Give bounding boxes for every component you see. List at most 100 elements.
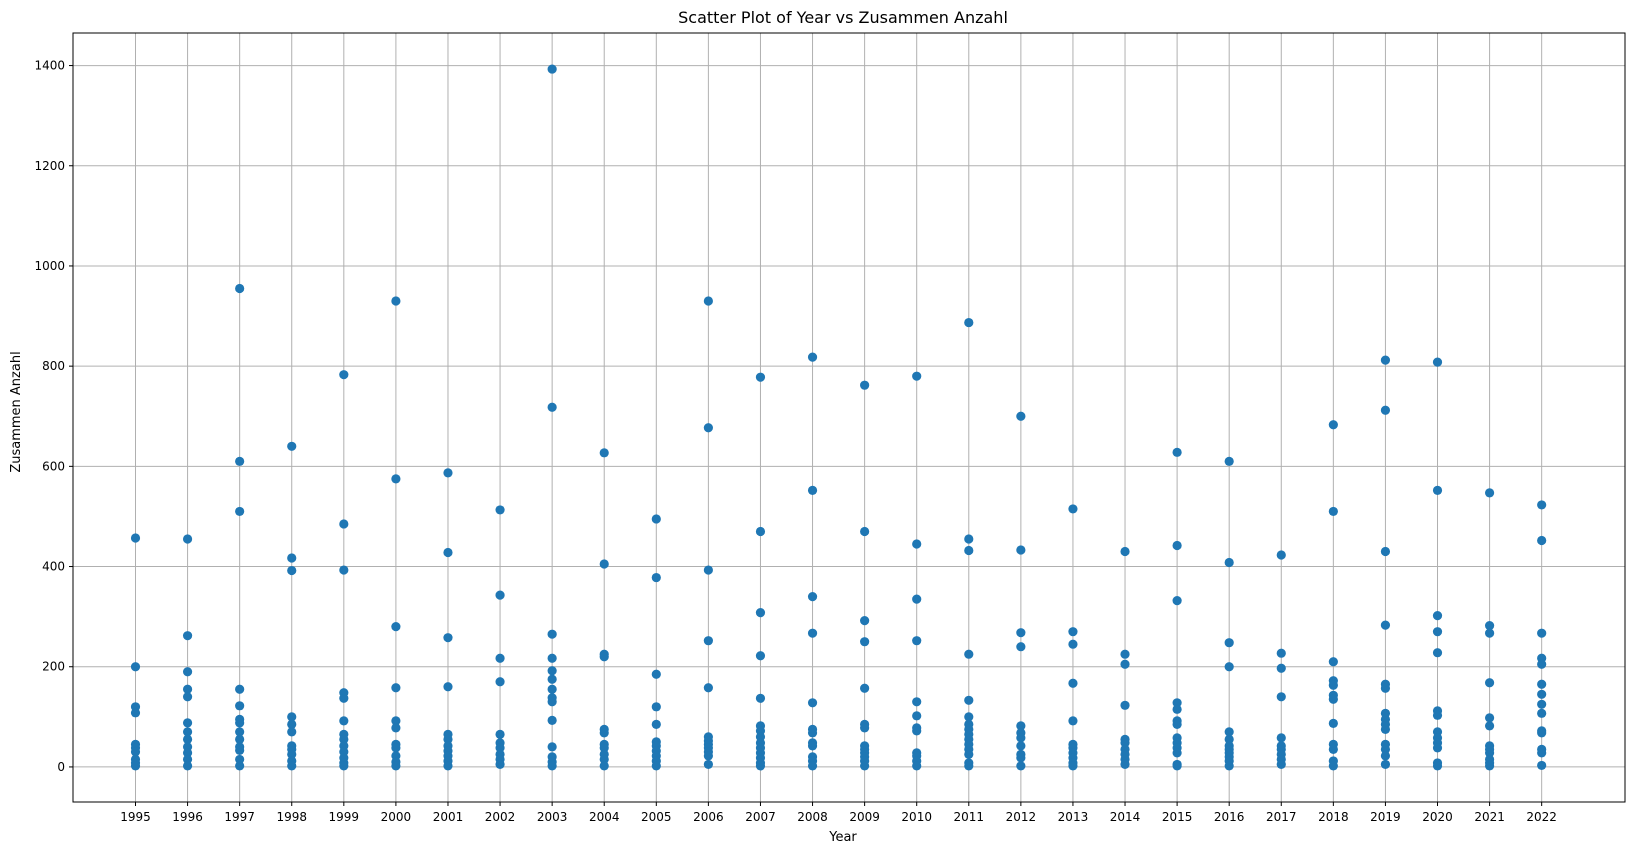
data-point bbox=[755, 761, 766, 771]
data-point bbox=[807, 485, 818, 495]
data-point bbox=[755, 526, 766, 537]
data-point bbox=[1380, 355, 1391, 365]
data-point bbox=[235, 684, 245, 694]
data-point bbox=[1276, 550, 1286, 560]
data-point bbox=[964, 712, 974, 722]
data-point bbox=[1432, 648, 1443, 658]
data-point bbox=[391, 683, 401, 693]
y-axis-ticks: 0 200 400 600 800 1000 1200 1400 bbox=[34, 59, 73, 774]
data-point bbox=[547, 697, 557, 707]
data-point bbox=[182, 748, 193, 758]
data-point bbox=[912, 594, 922, 604]
data-point bbox=[391, 761, 401, 771]
y-tick-label: 800 bbox=[42, 359, 65, 373]
data-point bbox=[339, 565, 349, 575]
data-point bbox=[1120, 659, 1130, 669]
data-point bbox=[1537, 728, 1547, 738]
data-point bbox=[1484, 748, 1495, 758]
y-tick-label: 1200 bbox=[34, 159, 65, 173]
data-point bbox=[1224, 456, 1234, 466]
data-point bbox=[547, 666, 557, 676]
data-point bbox=[1380, 724, 1391, 734]
data-point bbox=[391, 474, 401, 484]
data-point bbox=[182, 631, 193, 641]
data-points bbox=[130, 64, 1547, 771]
data-point bbox=[443, 682, 453, 692]
data-point bbox=[547, 761, 557, 771]
data-point bbox=[287, 727, 297, 737]
data-point bbox=[1120, 546, 1130, 557]
x-tick-label: 1996 bbox=[172, 810, 203, 824]
data-point bbox=[287, 719, 297, 729]
data-point bbox=[1224, 727, 1234, 737]
data-point bbox=[1484, 713, 1495, 723]
data-point bbox=[599, 743, 609, 753]
data-point bbox=[1484, 721, 1495, 731]
data-point bbox=[1484, 488, 1495, 498]
x-tick-label: 2018 bbox=[1318, 810, 1349, 824]
data-point bbox=[287, 749, 297, 760]
x-tick-label: 2019 bbox=[1370, 810, 1401, 824]
x-tick-label: 2014 bbox=[1110, 810, 1141, 824]
x-tick-label: 2022 bbox=[1526, 810, 1557, 824]
y-tick-label: 0 bbox=[57, 760, 65, 774]
data-point bbox=[807, 761, 818, 771]
data-point bbox=[807, 728, 818, 738]
data-point bbox=[599, 448, 609, 458]
data-point bbox=[807, 698, 818, 708]
data-point bbox=[391, 622, 401, 632]
data-point bbox=[1484, 761, 1495, 771]
x-tick-label: 2000 bbox=[381, 810, 412, 824]
data-point bbox=[755, 651, 766, 661]
data-point bbox=[339, 761, 349, 771]
data-point bbox=[547, 742, 557, 752]
data-point bbox=[235, 761, 245, 771]
data-point bbox=[1224, 557, 1234, 568]
data-point bbox=[1380, 620, 1391, 630]
data-point bbox=[130, 761, 141, 771]
data-point bbox=[964, 749, 974, 760]
data-point bbox=[1380, 683, 1391, 693]
x-tick-label: 2011 bbox=[954, 810, 985, 824]
data-point bbox=[235, 718, 245, 728]
data-point bbox=[599, 559, 609, 569]
data-point bbox=[1172, 704, 1182, 714]
data-point bbox=[703, 683, 713, 693]
data-point bbox=[547, 715, 557, 725]
y-tick-label: 600 bbox=[42, 459, 65, 473]
data-point bbox=[547, 653, 557, 663]
data-point bbox=[1276, 759, 1286, 770]
data-point bbox=[1537, 748, 1547, 758]
data-point bbox=[651, 572, 661, 583]
data-point bbox=[547, 674, 557, 684]
data-point bbox=[1068, 678, 1078, 688]
data-point bbox=[182, 761, 193, 771]
data-point bbox=[1120, 649, 1130, 659]
x-tick-label: 2008 bbox=[797, 810, 828, 824]
data-point bbox=[1328, 718, 1338, 728]
data-point bbox=[1484, 678, 1495, 688]
data-point bbox=[443, 734, 453, 744]
data-point bbox=[182, 534, 193, 544]
data-point bbox=[339, 716, 349, 726]
data-point bbox=[287, 761, 297, 771]
data-point bbox=[912, 697, 922, 707]
data-point bbox=[1068, 716, 1078, 726]
data-point bbox=[1328, 744, 1338, 754]
y-tick-label: 1400 bbox=[34, 59, 65, 73]
data-point bbox=[703, 296, 713, 306]
data-point bbox=[703, 751, 713, 761]
data-point bbox=[339, 734, 349, 744]
data-point bbox=[1016, 741, 1026, 751]
data-point bbox=[287, 553, 297, 563]
data-point bbox=[1537, 679, 1547, 689]
data-point bbox=[1537, 628, 1547, 638]
data-point bbox=[964, 545, 974, 556]
y-tick-label: 200 bbox=[42, 660, 65, 674]
data-point bbox=[964, 649, 974, 659]
data-point bbox=[182, 718, 193, 728]
data-point bbox=[599, 728, 609, 738]
x-tick-label: 2004 bbox=[589, 810, 620, 824]
data-point bbox=[1537, 500, 1547, 510]
data-point bbox=[547, 629, 557, 639]
